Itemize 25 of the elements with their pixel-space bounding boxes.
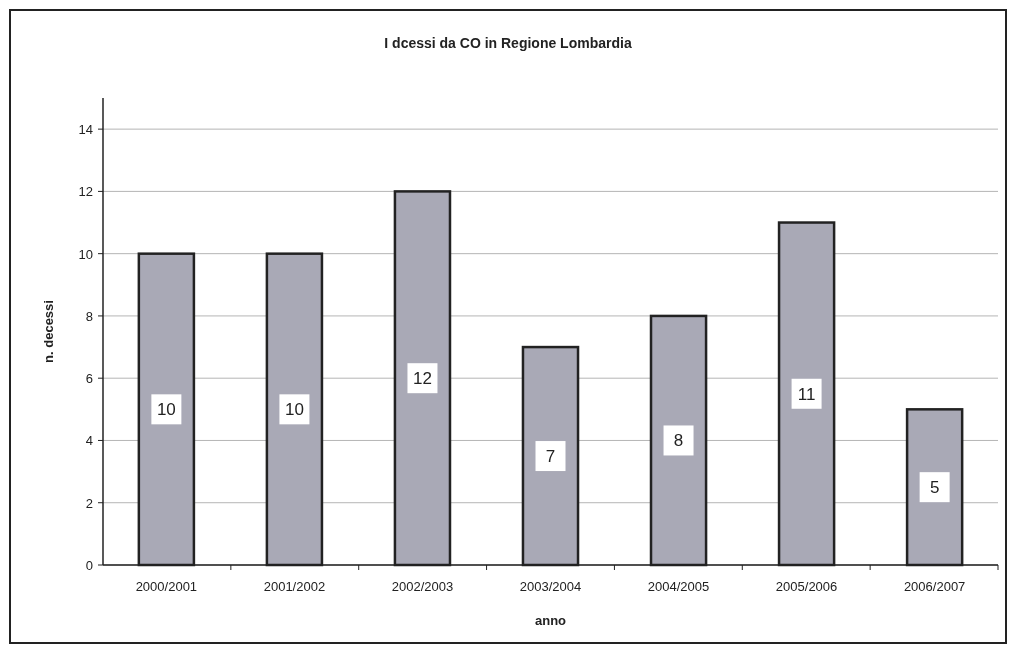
x-tick-label: 2001/2002 — [263, 579, 326, 594]
y-tick-label: 6 — [85, 371, 93, 387]
data-label: 12 — [413, 369, 432, 389]
x-tick-label: 2002/2003 — [391, 579, 454, 594]
x-tick-label: 2004/2005 — [647, 579, 710, 594]
x-tick-label: 2003/2004 — [519, 579, 582, 594]
x-tick-label: 2000/2001 — [135, 579, 198, 594]
data-label: 8 — [673, 431, 684, 451]
y-tick-label: 10 — [78, 246, 93, 262]
y-axis-title: n. decessi — [41, 300, 56, 363]
data-label: 5 — [929, 478, 940, 498]
x-tick-label: 2006/2007 — [903, 579, 966, 594]
y-tick-label: 14 — [78, 122, 93, 138]
data-label: 7 — [545, 447, 556, 467]
x-tick-label: 2005/2006 — [775, 579, 838, 594]
y-tick-label: 4 — [85, 433, 93, 449]
y-tick-label: 8 — [85, 308, 93, 324]
y-tick-label: 2 — [85, 495, 93, 511]
data-label: 11 — [797, 384, 816, 404]
y-tick-label: 0 — [85, 558, 93, 573]
data-label: 10 — [156, 400, 176, 420]
chart-title: I dcessi da CO in Regione Lombardia — [384, 35, 632, 51]
x-axis-title: anno — [534, 613, 567, 628]
y-tick-label: 12 — [78, 184, 93, 200]
data-label: 10 — [284, 400, 304, 420]
